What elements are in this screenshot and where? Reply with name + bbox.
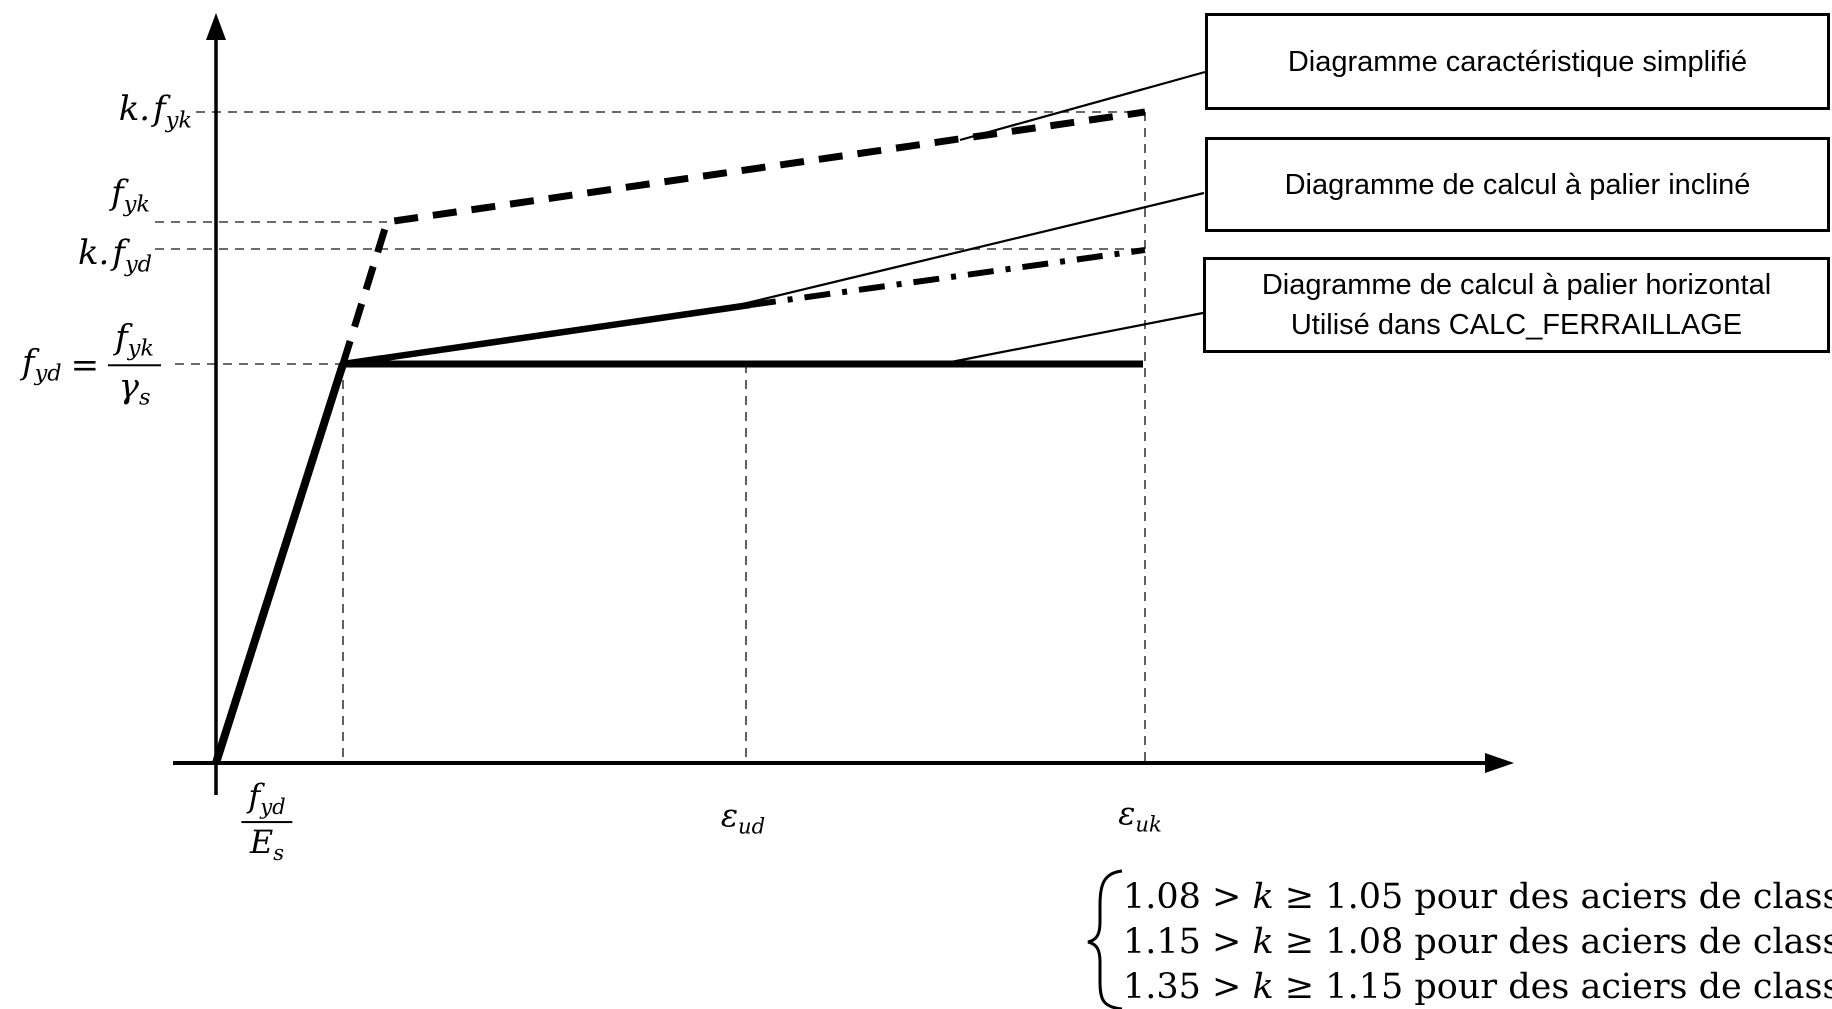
frac-den-sub: s — [138, 384, 151, 411]
leader-inclined — [721, 191, 1205, 311]
guide-lines — [155, 111, 1146, 763]
callout-inclined-box: Diagramme de calcul à palier incliné — [1205, 137, 1830, 232]
callout-inclined-label: Diagramme de calcul à palier incliné — [1284, 168, 1751, 201]
x-axis-arrow-icon — [1485, 753, 1514, 773]
eps-uk-base: ε — [1118, 794, 1136, 833]
curve-design-inclined-solid — [342, 301, 751, 368]
xfrac-den-base: E — [249, 823, 274, 861]
callout-characteristic-box: Diagramme caractéristique simplifié — [1205, 13, 1830, 110]
k-class-a: 1.08 > k ≥ 1.05 pour des aciers de class… — [1123, 875, 1832, 920]
eps-uk-sub: uk — [1135, 811, 1162, 837]
fyk-over-gamma-s-fraction: fyk γs — [108, 317, 162, 411]
k-class-b-left: 1.15 > — [1123, 922, 1253, 962]
k-classes-block: 1.08 > k ≥ 1.05 pour des aciers de class… — [1123, 875, 1832, 1009]
k-fyd-base: f — [112, 233, 125, 274]
y-label-fyd-definition: fyd = fyk γs — [22, 317, 162, 411]
xfrac-den-sub: s — [273, 839, 285, 865]
xfrac-num-sub: yd — [260, 793, 286, 819]
fyk-sub: yk — [123, 191, 150, 218]
callout-horizontal-label: Diagramme de calcul à palier horizontal — [1261, 269, 1772, 301]
axes — [173, 13, 1514, 795]
k-fyk-pre: k. — [118, 89, 151, 130]
frac-den-base: γ — [118, 366, 139, 406]
k-class-b: 1.15 > k ≥ 1.08 pour des aciers de class… — [1123, 920, 1832, 965]
frac-num-sub: yk — [127, 335, 155, 362]
callout-horizontal-box: Diagramme de calcul à palier horizontal … — [1203, 257, 1830, 353]
callout-horizontal-sublabel: Utilisé dans CALC_FERRAILLAGE — [1290, 309, 1743, 341]
x-label-eps-uk: εuk — [1118, 798, 1162, 835]
curly-brace-icon — [1087, 869, 1123, 1009]
fyd-sub: yd — [34, 360, 62, 387]
k-class-c-var: k — [1252, 967, 1274, 1007]
y-label-fyk: fyk — [20, 176, 150, 216]
k-fyk-sub: yk — [165, 107, 192, 134]
leader-characteristic — [959, 70, 1206, 142]
callout-characteristic-label: Diagramme caractéristique simplifié — [1287, 45, 1748, 78]
y-label-k-fyk: k.fyk — [20, 92, 192, 132]
curve-design-inclined-dashdot — [749, 247, 1146, 308]
k-class-c: 1.35 > k ≥ 1.15 pour des aciers de class… — [1123, 965, 1832, 1009]
k-class-a-right: ≥ 1.05 pour des aciers de classe A — [1284, 877, 1832, 917]
x-label-yield-strain: fyd Es — [241, 777, 293, 865]
curve-characteristic-dashed — [339, 108, 1146, 366]
k-class-b-var: k — [1252, 922, 1274, 962]
k-class-a-var: k — [1252, 877, 1274, 917]
eps-ud-base: ε — [720, 796, 739, 835]
k-fyk-base: f — [153, 89, 166, 130]
k-fyd-pre: k. — [77, 233, 110, 274]
leader-horizontal — [950, 311, 1204, 364]
k-class-c-left: 1.35 > — [1123, 967, 1253, 1007]
xfrac-num-base: f — [248, 777, 261, 816]
k-fyd-sub: yd — [124, 251, 152, 278]
k-class-b-right: ≥ 1.08 pour des aciers de classe B — [1284, 922, 1832, 962]
callout-leaders — [721, 70, 1206, 364]
equals-sign: = — [70, 345, 100, 385]
y-axis-arrow-icon — [206, 13, 226, 40]
fyk-base: f — [111, 173, 124, 214]
eps-ud-sub: ud — [738, 813, 766, 839]
curve-elastic-branch — [212, 362, 347, 765]
k-class-c-right: ≥ 1.15 pour des aciers de classe C — [1284, 967, 1832, 1007]
frac-num-base: f — [115, 317, 128, 358]
y-label-k-fyd: k.fyd — [20, 236, 152, 276]
k-class-a-left: 1.08 > — [1123, 877, 1253, 917]
fyd-base: f — [22, 342, 35, 383]
x-label-eps-ud: εud — [721, 800, 765, 837]
fyd-over-es-fraction: fyd Es — [241, 777, 293, 865]
